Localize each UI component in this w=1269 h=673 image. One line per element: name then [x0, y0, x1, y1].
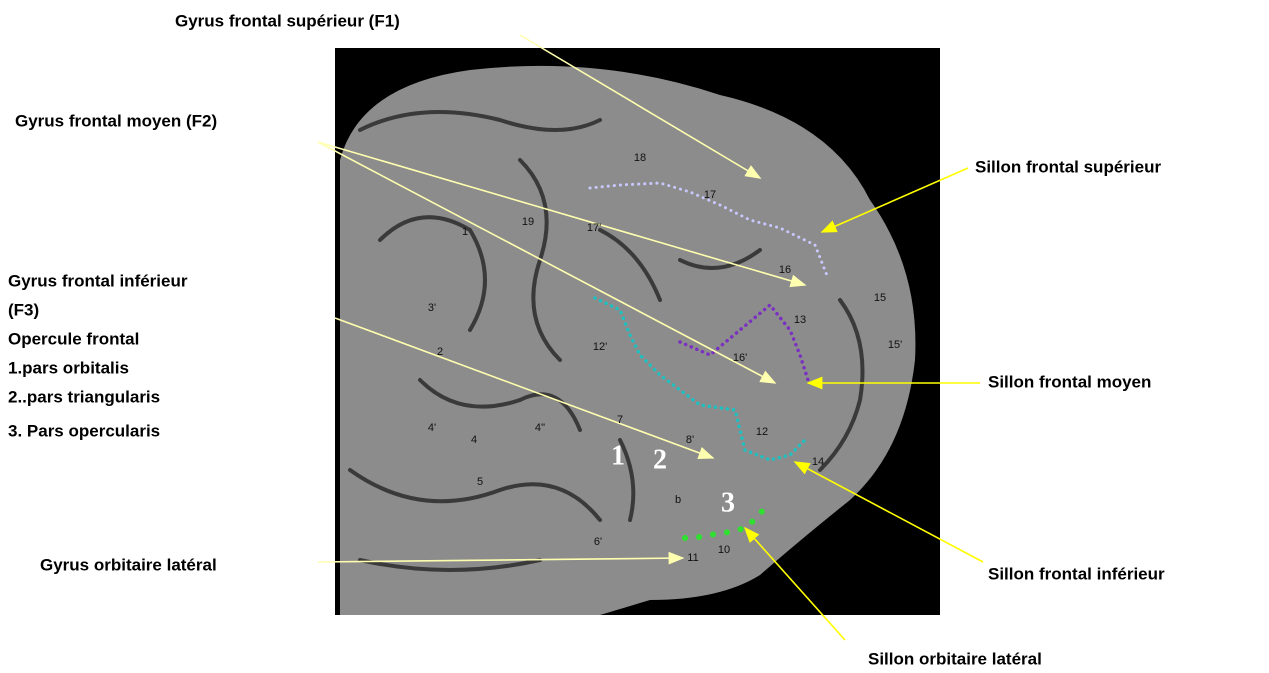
photo-number: 8': [686, 434, 694, 446]
photo-number: 4: [471, 434, 477, 446]
label-sfs: Sillon frontal supérieur: [975, 157, 1161, 176]
photo-number: 2: [437, 346, 443, 358]
photo-number: 1: [462, 226, 468, 238]
photo-number: 12: [756, 426, 768, 438]
label-f3-line: Gyrus frontal inférieur: [8, 271, 188, 290]
photo-number: 10: [718, 544, 730, 556]
photo-number: 3': [428, 302, 436, 314]
dynamic-labels: Gyrus frontal inférieur (F3) Opercule fron…: [8, 152, 902, 564]
label-f2: Gyrus frontal moyen (F2): [15, 111, 217, 130]
photo-number: 15: [874, 292, 886, 304]
label-orbital-gyrus: Gyrus orbitaire latéral: [40, 555, 217, 574]
photo-number: 16: [779, 264, 791, 276]
photo-number: b: [675, 494, 681, 506]
photo-number: 16': [733, 352, 747, 364]
label-sfm: Sillon frontal moyen: [988, 372, 1151, 391]
label-f3-line: 1.pars orbitalis: [8, 358, 129, 377]
photo-number: 12': [593, 341, 607, 353]
label-sfi: Sillon frontal inférieur: [988, 564, 1165, 583]
dotted-sulci: [588, 181, 830, 541]
label-f1: Gyrus frontal supérieur (F1): [175, 11, 400, 30]
photo-number: 17: [704, 189, 716, 201]
photo-number: 7: [617, 414, 623, 426]
photo-number: 17': [587, 222, 601, 234]
photo-number: 4'': [535, 422, 545, 434]
photo-number: 19: [522, 216, 534, 228]
label-f3-line: 2..pars triangularis: [8, 387, 160, 406]
photo-number: 15': [888, 339, 902, 351]
photo-big-number: 2: [653, 444, 667, 475]
label-f3-line: (F3): [8, 300, 39, 319]
photo-big-number: 1: [611, 440, 625, 471]
photo-number: 5: [477, 476, 483, 488]
photo-big-number: 3: [721, 487, 735, 518]
photo-number: 18: [634, 152, 646, 164]
label-f3-line: Opercule frontal: [8, 329, 139, 348]
label-sol: Sillon orbitaire latéral: [868, 649, 1042, 668]
photo-number: 4': [428, 422, 436, 434]
brain-photo: [335, 48, 940, 616]
label-f3-line: 3. Pars opercularis: [8, 421, 160, 440]
photo-number: 11: [687, 552, 698, 564]
photo-number: 13: [794, 314, 806, 326]
photo-number: 14: [812, 456, 824, 468]
photo-number: 6': [594, 536, 602, 548]
arrows: [317, 34, 984, 641]
